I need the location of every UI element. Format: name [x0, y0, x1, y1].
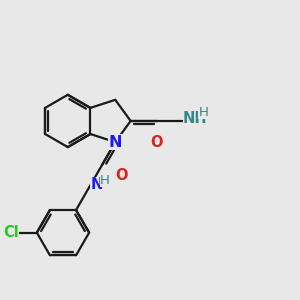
Text: N: N	[90, 177, 103, 192]
Text: NH: NH	[183, 111, 208, 126]
Text: Cl: Cl	[3, 225, 19, 240]
Text: O: O	[151, 135, 163, 150]
Text: H: H	[100, 174, 110, 187]
Text: O: O	[115, 168, 127, 183]
Text: N: N	[109, 135, 122, 150]
Text: H: H	[198, 106, 208, 119]
